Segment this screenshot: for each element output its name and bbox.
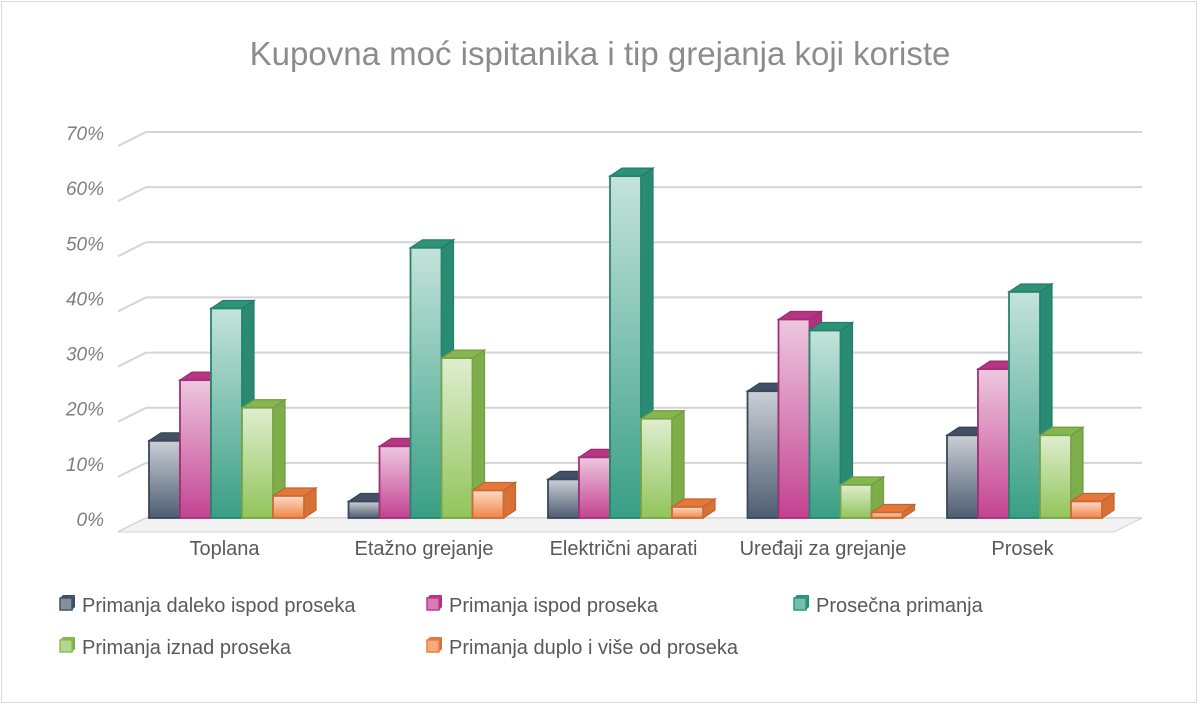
bar — [240, 398, 287, 520]
legend-label: Primanja daleko ispod proseka — [82, 595, 356, 617]
gridline-diagonal — [117, 406, 147, 423]
bar-front — [378, 445, 412, 519]
bar — [608, 166, 655, 520]
legend-label: Primanja iznad proseka — [82, 637, 292, 659]
y-tick-label: 10% — [66, 455, 104, 476]
bar-front — [870, 511, 904, 519]
bar-front — [839, 484, 873, 519]
legend-swatch — [59, 637, 75, 653]
y-tick-label: 30% — [66, 345, 104, 366]
bar-front — [640, 417, 673, 519]
bar-front — [179, 379, 212, 519]
legend-swatch — [426, 595, 442, 611]
x-category-label: Toplana — [189, 538, 260, 560]
y-tick-label: 60% — [66, 179, 104, 200]
bar — [670, 497, 717, 520]
legend-swatch — [793, 595, 809, 611]
legend: Primanja daleko ispod proseka Primanja i… — [59, 595, 984, 659]
x-category-label: Prosek — [991, 538, 1054, 560]
bar-front — [1039, 434, 1072, 519]
bar-front — [977, 368, 1010, 519]
gridline-diagonal — [117, 351, 147, 368]
y-tick-label: 70% — [66, 124, 104, 145]
gridline-diagonal — [117, 186, 147, 203]
bar — [470, 481, 518, 520]
bar-front — [946, 434, 979, 519]
bar-front — [746, 390, 780, 519]
bar-front — [1070, 500, 1103, 519]
gridline-diagonal — [117, 296, 147, 313]
bars — [147, 166, 1116, 520]
gridline-diagonal — [117, 461, 147, 478]
legend-swatch — [59, 595, 75, 611]
bar-front — [578, 456, 611, 519]
bar-front — [440, 357, 474, 519]
bar-front — [241, 406, 274, 519]
bar-front — [148, 439, 181, 519]
x-category-label: Električni aparati — [550, 538, 698, 560]
x-category-label: Uređaji za grejanje — [740, 538, 907, 560]
bar-front — [409, 246, 443, 519]
bar — [639, 409, 686, 520]
y-tick-label: 50% — [66, 234, 104, 255]
x-category-label: Etažno grejanje — [355, 538, 494, 560]
bar — [1069, 492, 1116, 520]
bar-front — [777, 318, 811, 519]
y-axis-ticks: 0% 10% 20% 30% 40% 50% 60% 70% — [65, 124, 104, 531]
bar — [807, 321, 855, 520]
bar-front — [671, 506, 704, 519]
bar — [869, 503, 917, 520]
bar — [838, 475, 886, 520]
bar — [271, 486, 318, 520]
floor — [117, 517, 1143, 533]
bar-front — [1008, 291, 1041, 519]
y-tick-label: 0% — [77, 510, 105, 531]
legend-label: Primanja duplo i više od proseka — [449, 637, 739, 659]
y-tick-label: 40% — [66, 289, 104, 310]
x-axis-categories: Toplana Etažno grejanje Električni apara… — [189, 538, 1054, 560]
bar-front — [471, 489, 505, 519]
bar-front — [609, 175, 642, 519]
legend-label: Prosečna primanja — [816, 595, 984, 617]
bar-front — [347, 500, 381, 519]
y-tick-label: 20% — [65, 400, 104, 421]
gridline-diagonal — [117, 131, 147, 147]
bar-front — [272, 495, 305, 519]
bar-front — [210, 307, 243, 519]
bar — [439, 348, 487, 520]
bar-front — [547, 478, 580, 519]
chart-title: Kupovna moć ispitanika i tip grejanja ko… — [250, 35, 951, 72]
legend-label: Primanja ispod proseka — [449, 595, 659, 617]
legend-swatch — [426, 637, 442, 653]
bar-front — [808, 329, 842, 519]
gridline-diagonal — [117, 241, 147, 258]
